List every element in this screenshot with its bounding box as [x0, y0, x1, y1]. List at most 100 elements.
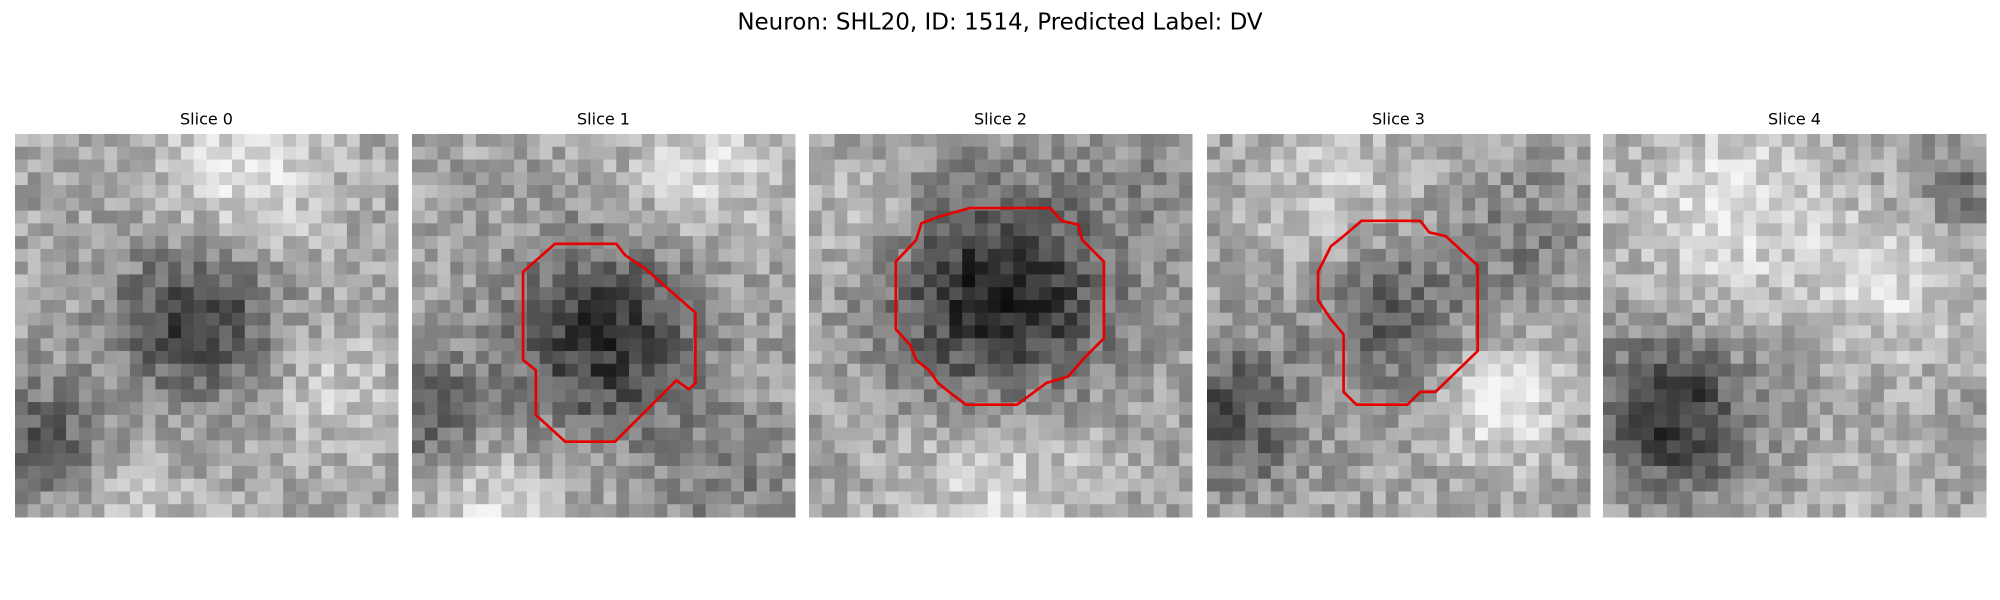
pixel [334, 287, 348, 301]
pixel [1564, 146, 1578, 161]
pixel [232, 414, 246, 429]
pixel [232, 134, 246, 148]
pixel [1538, 351, 1553, 365]
pixel [1258, 172, 1272, 186]
pixel [1475, 223, 1489, 237]
pixel [104, 159, 118, 173]
pixel [1128, 185, 1142, 199]
pixel [283, 402, 297, 416]
pixel [232, 299, 246, 314]
pixel [1845, 414, 1859, 429]
pixel [78, 134, 93, 148]
pixel [1462, 478, 1476, 492]
pixel [1615, 402, 1630, 416]
pixel [104, 236, 118, 250]
pixel [1551, 185, 1565, 199]
pixel [437, 223, 451, 237]
pixel [949, 402, 963, 416]
pixel [1334, 261, 1348, 275]
pixel [1219, 363, 1234, 378]
pixel [936, 172, 950, 186]
pixel [743, 312, 758, 327]
pixel [1934, 197, 1949, 212]
pixel [1564, 402, 1578, 416]
pixel [117, 389, 131, 403]
pixel [501, 478, 515, 492]
pixel [731, 389, 745, 403]
pixel [53, 299, 67, 314]
pixel [1309, 134, 1323, 148]
pixel [705, 491, 719, 505]
pixel [15, 325, 29, 339]
pixel [1089, 427, 1104, 441]
pixel [526, 299, 541, 314]
pixel [450, 504, 464, 518]
pixel [743, 236, 758, 250]
pixel [206, 185, 220, 199]
pixel [1896, 159, 1910, 173]
pixel [1153, 261, 1167, 275]
pixel [424, 414, 439, 429]
pixel [270, 146, 284, 161]
pixel [1871, 134, 1885, 148]
pixel [654, 427, 668, 441]
pixel [1615, 236, 1630, 250]
pixel [1973, 402, 1987, 416]
pixel [346, 414, 361, 429]
pixel [962, 210, 976, 224]
pixel [1743, 376, 1757, 390]
pixel [1064, 491, 1078, 505]
pixel [142, 287, 156, 301]
pixel [526, 274, 541, 288]
pixel [295, 402, 310, 416]
pixel [1064, 440, 1078, 454]
pixel [27, 325, 42, 339]
pixel [270, 223, 284, 237]
pixel [15, 210, 29, 224]
pixel [1692, 197, 1706, 212]
pixel [15, 159, 29, 173]
pixel [142, 351, 156, 365]
pixel [1207, 248, 1221, 263]
pixel [1679, 478, 1693, 492]
pixel [1794, 134, 1808, 148]
pixel [1551, 197, 1565, 212]
pixel [1743, 287, 1757, 301]
pixel [603, 248, 617, 263]
pixel [718, 402, 732, 416]
pixel [743, 134, 758, 148]
pixel [1960, 197, 1974, 212]
pixel [1077, 453, 1091, 467]
pixel [463, 402, 477, 416]
pixel [1538, 389, 1553, 403]
pixel [334, 261, 348, 275]
pixel [1526, 223, 1540, 237]
pixel [782, 363, 796, 378]
pixel [295, 223, 310, 237]
pixel [923, 172, 938, 186]
pixel [232, 453, 246, 467]
pixel [1551, 414, 1565, 429]
pixel [654, 146, 668, 161]
pixel [15, 504, 29, 518]
pixel [346, 325, 361, 339]
pixel [1768, 325, 1783, 339]
pixel [1717, 197, 1732, 212]
pixel [692, 236, 707, 250]
pixel [962, 261, 976, 275]
pixel [1487, 146, 1502, 161]
pixel [923, 440, 938, 454]
pixel [1232, 325, 1246, 339]
pixel [270, 210, 284, 224]
pixel [117, 312, 131, 327]
pixel [1538, 402, 1553, 416]
pixel [1628, 465, 1642, 480]
pixel [1102, 261, 1116, 275]
pixel [1820, 363, 1834, 378]
pixel [117, 453, 131, 467]
pixel [1807, 172, 1821, 186]
pixel [1794, 389, 1808, 403]
pixel [1960, 389, 1974, 403]
pixel [1615, 134, 1630, 148]
pixel [346, 389, 361, 403]
